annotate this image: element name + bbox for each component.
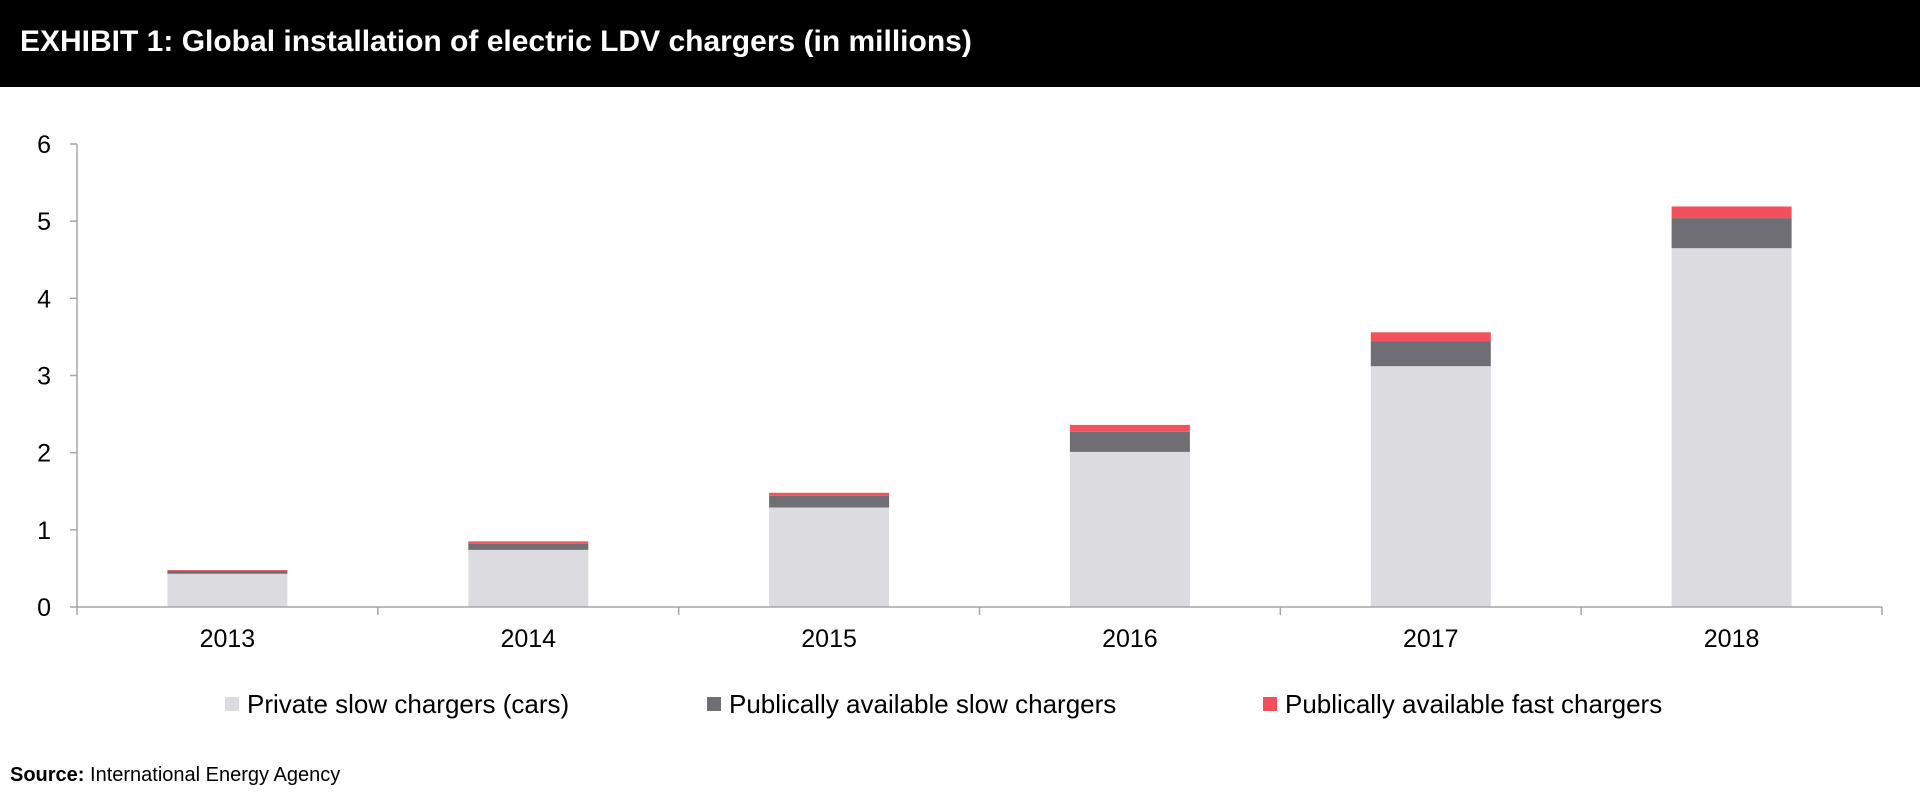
bar-segment-2015-series-3 <box>769 492 890 496</box>
bar-segment-2016-series-1 <box>1069 451 1190 607</box>
chart-title: EXHIBIT 1: Global installation of electr… <box>20 25 972 58</box>
stacked-bar-chart: 0 1 2 3 4 5 6 2013 2014 2015 2016 2017 2018 Private … <box>37 131 1883 719</box>
legend-swatch-series-3 <box>1263 697 1277 711</box>
bar-segment-2016-series-2 <box>1069 431 1190 452</box>
bar-segment-2014-series-2 <box>468 543 589 550</box>
y-tick-label: 3 <box>37 363 51 391</box>
bar-segment-2013-series-2 <box>167 570 288 574</box>
source-note: Source: International Energy Agency <box>10 764 340 787</box>
y-tick-label: 4 <box>37 285 51 313</box>
y-tick-label: 5 <box>37 208 51 236</box>
x-tick-label: 2013 <box>200 625 256 653</box>
y-tick-label: 0 <box>37 594 51 622</box>
bar-segment-2017-series-2 <box>1370 341 1491 367</box>
y-tick-label: 2 <box>37 440 51 468</box>
bars-layer <box>167 206 1792 607</box>
bar-segment-2014-series-3 <box>468 541 589 544</box>
x-tick-label: 2017 <box>1403 625 1459 653</box>
legend-swatch-series-1 <box>225 697 239 711</box>
legend: Private slow chargers (cars) Publically a… <box>225 689 1662 719</box>
y-tick-label: 6 <box>37 131 51 159</box>
bar-segment-2016-series-3 <box>1069 424 1190 432</box>
bar-segment-2013-series-3 <box>167 570 288 571</box>
source-text: International Energy Agency <box>90 764 341 786</box>
axes-layer: 0 1 2 3 4 5 6 2013 2014 2015 2016 2017 2018 <box>37 131 1883 653</box>
x-tick-label: 2014 <box>500 625 556 653</box>
bar-segment-2015-series-2 <box>769 495 890 508</box>
source-label: Source: <box>10 764 85 786</box>
bar-segment-2014-series-1 <box>468 549 589 607</box>
exhibit-header: EXHIBIT 1: Global installation of electr… <box>0 0 1920 87</box>
bar-segment-2018-series-2 <box>1671 218 1792 249</box>
bar-segment-2018-series-1 <box>1671 248 1792 607</box>
x-tick-label: 2016 <box>1102 625 1158 653</box>
bar-segment-2017-series-1 <box>1370 366 1491 607</box>
legend-label-series-3: Publically available fast chargers <box>1285 689 1662 719</box>
bar-segment-2013-series-1 <box>167 573 288 607</box>
x-tick-label: 2018 <box>1704 625 1760 653</box>
x-tick-label: 2015 <box>801 625 857 653</box>
bar-segment-2015-series-1 <box>769 507 890 607</box>
legend-label-series-2: Publically available slow chargers <box>729 689 1116 719</box>
legend-swatch-series-2 <box>707 697 721 711</box>
legend-label-series-1: Private slow chargers (cars) <box>247 689 569 719</box>
bar-segment-2017-series-3 <box>1370 332 1491 342</box>
y-tick-label: 1 <box>37 517 51 545</box>
bar-segment-2018-series-3 <box>1671 206 1792 219</box>
